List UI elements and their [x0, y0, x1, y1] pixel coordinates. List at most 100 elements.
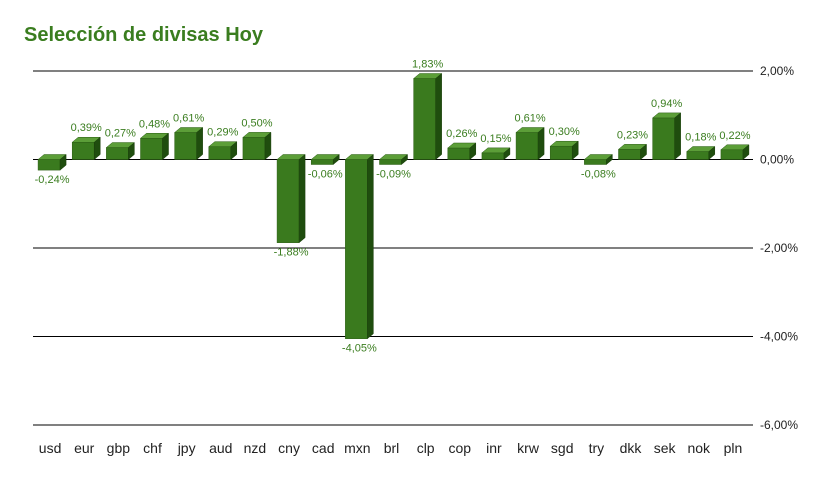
x-tick-label: cad: [312, 440, 335, 456]
bar-front: [71, 141, 95, 160]
bar: [139, 132, 170, 161]
data-label: 0,22%: [719, 130, 750, 142]
bar-side: [435, 72, 442, 161]
bar-side: [503, 147, 511, 161]
bar: [310, 153, 340, 166]
data-label: -0,06%: [308, 169, 343, 181]
bar-side: [606, 153, 613, 166]
bar-front: [686, 151, 710, 160]
x-tick-label: sgd: [551, 440, 574, 456]
bar-side: [537, 126, 545, 161]
bar-side: [708, 146, 716, 161]
bar: [583, 153, 614, 166]
data-label: 0,15%: [480, 133, 511, 145]
x-tick-label: aud: [209, 440, 232, 456]
bar: [344, 153, 375, 340]
bar-side: [59, 153, 67, 171]
x-tick-label: inr: [486, 440, 502, 456]
bar-front: [242, 137, 266, 160]
x-tick-label: sek: [654, 440, 677, 456]
bar-front: [618, 149, 641, 160]
bar-front: [720, 149, 744, 160]
y-tick-label: -4,00%: [760, 330, 798, 344]
bar-side: [298, 153, 306, 244]
bar-side: [469, 142, 477, 161]
bar: [617, 143, 648, 161]
x-tick-label: dkk: [620, 440, 643, 456]
bar-front: [652, 117, 675, 160]
data-label: -4,05%: [342, 343, 377, 355]
bar-side: [674, 112, 681, 161]
y-tick-label: 2,00%: [760, 64, 794, 78]
bar-front: [310, 159, 334, 165]
data-label: 0,27%: [105, 128, 136, 140]
bar-front: [481, 152, 505, 160]
bar: [447, 142, 477, 161]
bar-front: [140, 138, 163, 160]
x-tick-label: pln: [724, 440, 743, 456]
data-label: 0,29%: [207, 127, 238, 139]
x-tick-label: chf: [143, 440, 162, 456]
bar-front: [106, 147, 129, 160]
x-tick-label: jpy: [177, 440, 196, 456]
bar: [412, 72, 443, 161]
y-tick-label: 0,00%: [760, 153, 794, 167]
data-label: 0,18%: [685, 132, 716, 144]
bar: [276, 153, 306, 244]
data-label: 0,94%: [651, 98, 682, 110]
bar-side: [401, 153, 408, 166]
x-tick-label: nzd: [244, 440, 267, 456]
bar: [71, 136, 101, 161]
x-tick-label: brl: [384, 440, 400, 456]
bar-front: [515, 132, 539, 160]
bar-side: [230, 141, 238, 161]
axis-labels: 2,00% 0,00% -2,00% -4,00% -6,00% usd eur gbp chf…: [39, 64, 799, 456]
x-tick-label: gbp: [107, 440, 131, 456]
x-tick-label: clp: [417, 440, 435, 456]
data-label: 0,61%: [514, 113, 545, 125]
bar: [173, 126, 204, 161]
data-label: 0,61%: [173, 113, 204, 125]
data-label: 0,48%: [139, 118, 170, 130]
bar: [242, 131, 272, 161]
bar-front: [549, 145, 573, 160]
data-label: 0,23%: [617, 129, 648, 141]
x-tick-label: eur: [74, 440, 95, 456]
bar-front: [379, 159, 402, 165]
bar-side: [162, 132, 169, 161]
bar: [378, 153, 409, 166]
bar-side: [742, 144, 750, 161]
x-tick-label: mxn: [344, 440, 370, 456]
bar: [208, 141, 238, 161]
data-label: -0,08%: [581, 169, 616, 181]
bar-front: [208, 146, 232, 160]
x-tick-label: try: [589, 440, 605, 456]
bar-front: [584, 159, 607, 165]
x-tick-label: cny: [278, 440, 300, 456]
bar-side: [332, 153, 340, 166]
bar-side: [640, 143, 647, 161]
bar: [549, 140, 579, 161]
value-labels: -0,24%0,39% 0,27%0,48% 0,61%0,29%0,50%-1,8…: [35, 59, 751, 355]
data-label: 0,50%: [241, 117, 272, 129]
bar: [720, 144, 750, 161]
bar-front: [276, 159, 300, 243]
bar-front: [447, 147, 471, 160]
data-label: 0,26%: [446, 128, 477, 140]
data-label: -0,09%: [376, 169, 411, 181]
data-label: -0,24%: [35, 174, 70, 186]
bar-front: [413, 78, 436, 160]
x-tick-label: krw: [517, 440, 540, 456]
bar: [37, 153, 67, 171]
data-label: 1,83%: [412, 59, 443, 71]
bars: [37, 72, 750, 340]
bar: [651, 112, 682, 161]
bar: [105, 142, 136, 161]
bar: [515, 126, 545, 161]
bar-side: [128, 142, 135, 161]
data-label: 0,39%: [71, 122, 102, 134]
bar-front: [345, 159, 368, 339]
bar: [481, 147, 511, 161]
x-tick-label: usd: [39, 440, 62, 456]
